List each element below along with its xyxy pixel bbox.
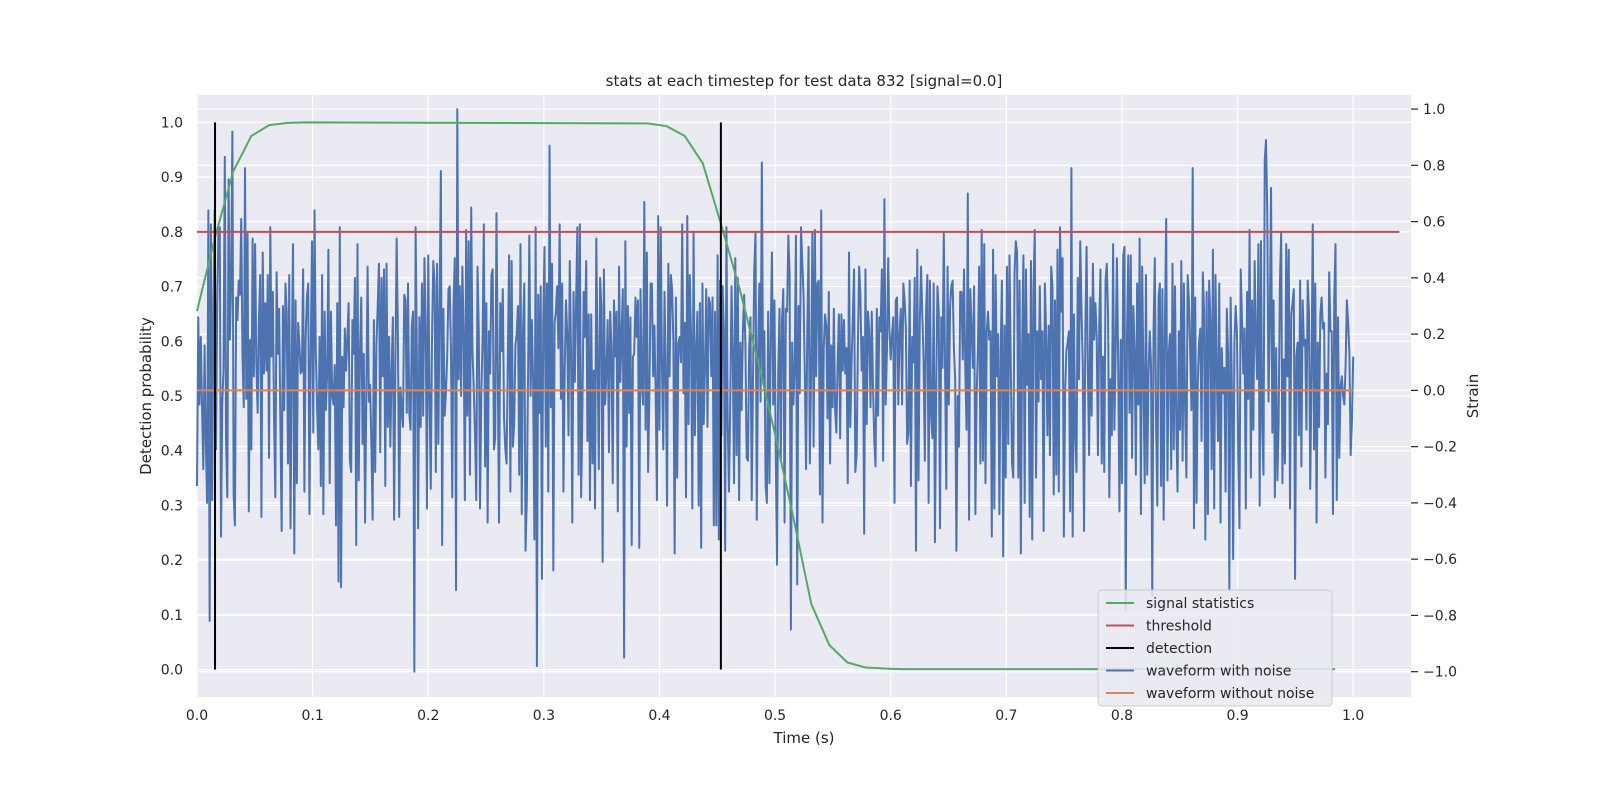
series-layer [196,108,1400,673]
x-tick-label: 0.0 [186,708,208,724]
legend-label: signal statistics [1146,596,1254,612]
waveform-with-noise-line [196,108,1355,673]
y-tick-label: 0.1 [161,608,183,624]
y2-axis-ticks: −1.0 −0.8 −0.6 −0.4 −0.2 0.0 0.2 0.4 0.6 0.8 1.0 [1411,102,1457,681]
y2-tick-label: 0.0 [1423,383,1445,399]
y-tick-label: 0.2 [161,553,183,569]
y2-tick-label: −0.4 [1423,496,1457,512]
y2-tick-label: 0.6 [1423,215,1445,231]
y2-tick-label: −0.2 [1423,440,1457,456]
y-axis-label: Detection probability [137,317,155,475]
x-tick-label: 0.8 [1111,708,1133,724]
x-tick-label: 0.5 [764,708,786,724]
x-tick-label: 0.4 [648,708,670,724]
y2-tick-label: 0.8 [1423,158,1445,174]
y-tick-label: 0.4 [161,444,183,460]
y-tick-label: 0.6 [161,334,183,350]
x-tick-label: 0.3 [533,708,555,724]
y2-tick-label: −1.0 [1423,665,1457,681]
x-axis-ticks: 0.0 0.1 0.2 0.3 0.4 0.5 0.6 0.7 0.8 0.9 1.0 [186,708,1364,724]
y-tick-label: 0.8 [161,225,183,241]
y-tick-label: 0.7 [161,280,183,296]
chart-title: stats at each timestep for test data 832… [606,72,1003,90]
legend-label: detection [1146,641,1212,657]
y-tick-label: 0.9 [161,170,183,186]
y2-tick-label: 1.0 [1423,102,1445,118]
y2-tick-label: −0.6 [1423,552,1457,568]
legend-box [1097,589,1333,707]
legend: signal statistics threshold detection wavef… [1097,589,1333,707]
x-tick-label: 0.9 [1226,708,1248,724]
y2-tick-label: −0.8 [1423,608,1457,624]
x-tick-label: 0.2 [417,708,439,724]
y2-tick-label: 0.2 [1423,327,1445,343]
x-tick-label: 0.1 [301,708,323,724]
legend-label: waveform with noise [1146,664,1291,680]
y-tick-label: 0.0 [161,663,183,679]
y-tick-label: 0.5 [161,389,183,405]
x-tick-label: 0.6 [880,708,902,724]
y2-tick-label: 0.4 [1423,271,1445,287]
x-tick-label: 1.0 [1342,708,1364,724]
signal-statistics-line [196,121,1336,671]
y2-axis-label: Strain [1464,374,1482,418]
legend-label: threshold [1146,619,1212,635]
x-tick-label: 0.7 [995,708,1017,724]
y-tick-label: 1.0 [161,115,183,131]
y-tick-label: 0.3 [161,498,183,514]
y-axis-ticks: 0.0 0.1 0.2 0.3 0.4 0.5 0.6 0.7 0.8 0.9 1.0 [161,115,183,678]
legend-label: waveform without noise [1146,686,1314,702]
x-axis-label: Time (s) [773,729,835,747]
